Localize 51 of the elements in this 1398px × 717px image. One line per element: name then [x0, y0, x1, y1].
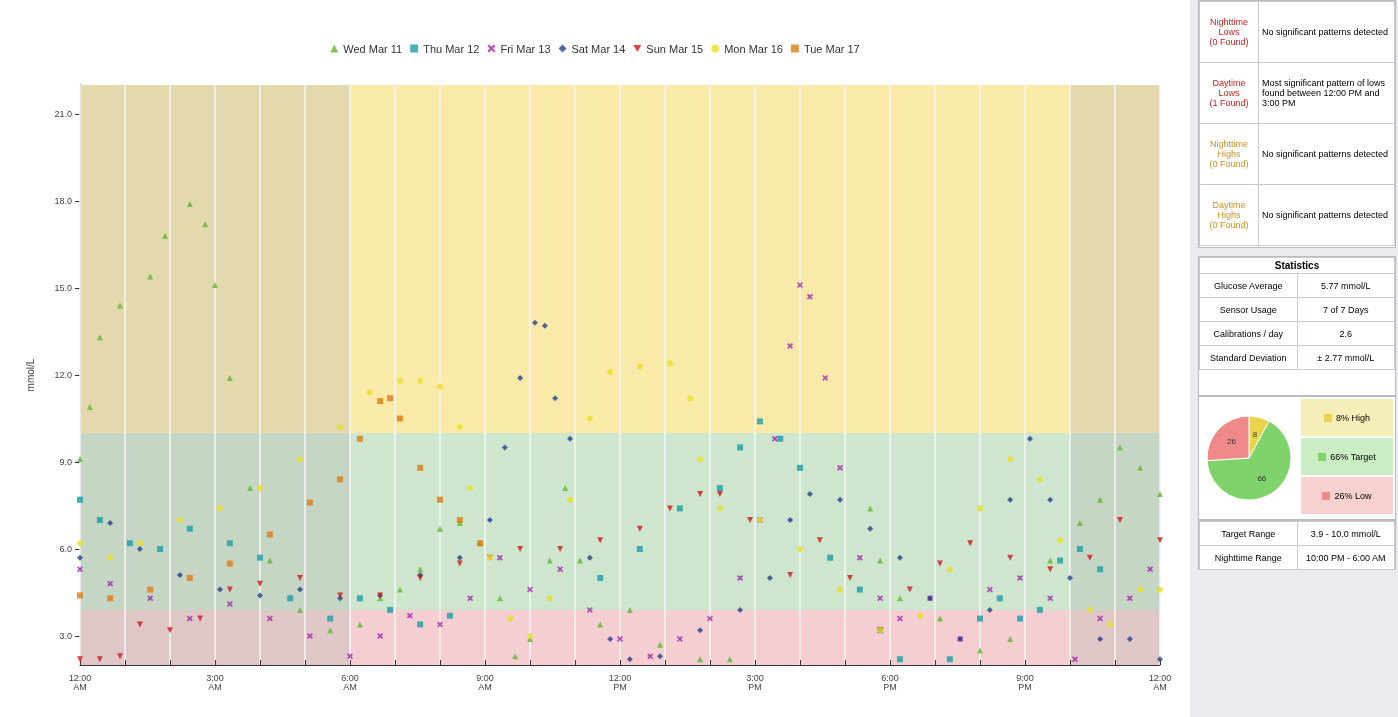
legend-label: 66% Target	[1330, 451, 1376, 462]
y-tick-label: 15.0	[54, 283, 72, 293]
legend-label: Wed Mar 11	[343, 42, 403, 55]
text: Most significant pattern of lows found between 12:00 PM and 3:00 PM	[1258, 62, 1395, 124]
legend-label: Tue Mar 17	[803, 42, 860, 55]
text: Daytime Lows (1 Found)	[1199, 62, 1259, 124]
text: 2.6	[1297, 321, 1395, 346]
text: Standard Deviation	[1199, 345, 1297, 370]
y-tick-label: 9.0	[59, 457, 72, 467]
text: ± 2.77 mmol/L	[1297, 345, 1395, 370]
text: No significant patterns detected	[1258, 184, 1395, 246]
text: Daytime Highs (0 Found)	[1199, 184, 1259, 246]
text: Calibrations / day	[1199, 321, 1297, 346]
legend-label: Sat Mar 14	[571, 42, 626, 55]
legend-label: Mon Mar 16	[724, 42, 783, 55]
y-tick-label: 12.0	[54, 370, 72, 380]
y-axis-title: mmol/L	[24, 358, 36, 392]
y-tick-label: 6.0	[59, 544, 72, 554]
text: Statistics	[1199, 257, 1395, 274]
text: Nighttime Lows (0 Found)	[1199, 1, 1259, 63]
y-tick-label: 18.0	[54, 196, 72, 206]
y-tick-label: 3.0	[59, 631, 72, 641]
text: Target Range	[1199, 521, 1297, 546]
text: Nighttime Highs (0 Found)	[1199, 123, 1259, 185]
x-tick-label: 6:00 AM	[341, 672, 359, 692]
text: 10:00 PM - 6:00 AM	[1297, 545, 1395, 570]
x-tick-label: 12:00 AM	[68, 672, 92, 692]
text: Glucose Average	[1199, 273, 1297, 298]
data-label: 66	[1257, 473, 1267, 483]
text: 3.9 - 10.0 mmol/L	[1297, 521, 1395, 546]
y-tick-label: 21.0	[54, 109, 72, 119]
legend-label: Sun Mar 15	[646, 42, 704, 55]
text: Nighttime Range	[1199, 545, 1297, 570]
legend-label: Thu Mar 12	[423, 42, 480, 55]
x-tick-label: 3:00 AM	[206, 672, 224, 692]
x-tick-label: 3:00 PM	[746, 672, 764, 692]
text: No significant patterns detected	[1258, 1, 1395, 63]
data-label: 8	[1252, 430, 1258, 440]
data-label: 26	[1227, 437, 1237, 447]
text: Sensor Usage	[1199, 297, 1297, 322]
text: 5.77 mmol/L	[1297, 273, 1395, 298]
x-tick-label: 12:00 AM	[1148, 672, 1172, 692]
text: No significant patterns detected	[1258, 123, 1395, 185]
legend-label: 8% High	[1335, 412, 1371, 423]
x-tick-label: 6:00 PM	[881, 672, 899, 692]
text: 7 of 7 Days	[1297, 297, 1395, 322]
x-tick-label: 12:00 PM	[608, 672, 632, 692]
legend-label: 26% Low	[1334, 490, 1372, 501]
legend-label: Fri Mar 13	[500, 42, 551, 55]
x-tick-label: 9:00 AM	[476, 672, 494, 692]
x-tick-label: 9:00 PM	[1016, 672, 1034, 692]
